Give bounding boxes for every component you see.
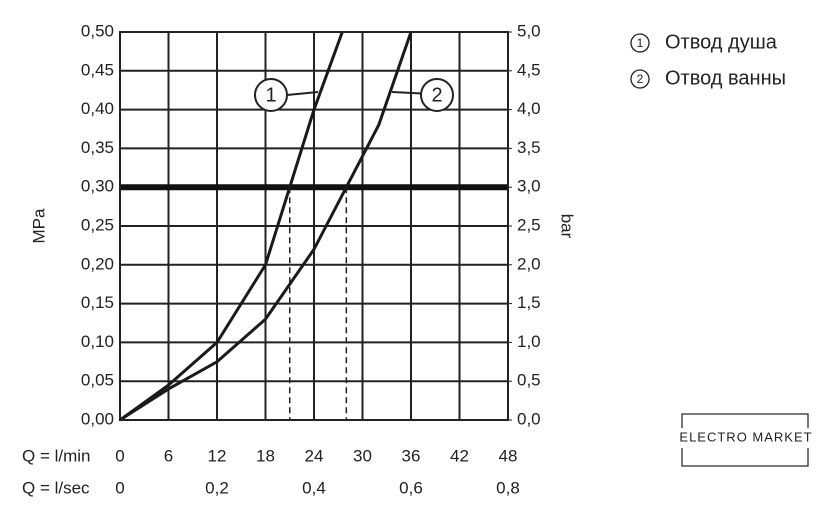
y-tick-label: 0,45 [81,60,114,79]
x2-tick-label: 0 [115,478,124,497]
callout-label: 1 [265,84,276,106]
x2-tick-label: 0,2 [205,478,229,497]
y2-tick-label: 5,0 [517,21,541,40]
x-tick-label: 24 [305,446,324,465]
y2-tick-label: 2,5 [517,215,541,234]
callout-leader [286,91,319,96]
legend-icon [630,33,650,53]
y-tick-label: 0,20 [81,254,114,273]
x-tick-label: 42 [450,446,469,465]
x-tick-label: 48 [499,446,518,465]
x-tick-label: 18 [256,446,275,465]
callout-circle [420,78,454,112]
callout-label: 2 [431,84,442,106]
series-line [119,31,413,422]
plot-frame [119,31,509,421]
legend-label: Отвод ванны [665,67,786,89]
y2-tick-label: 0,0 [517,409,541,428]
x2-tick-label: 0,8 [496,478,520,497]
x-tick-label: 36 [402,446,421,465]
y-tick-label: 0,40 [81,99,114,118]
legend-label: Отвод душа [665,31,778,53]
y2-tick-label: 3,5 [517,138,541,157]
y-tick-label: 0,10 [81,332,114,351]
watermark: ELECTRO MARKET [679,429,812,444]
y2-tick-label: 1,5 [517,293,541,312]
y2-tick-label: 4,5 [517,60,541,79]
y2-tick-label: 4,0 [517,99,541,118]
x-tick-label: 0 [115,446,124,465]
x2-tick-label: 0,4 [302,478,326,497]
x-axis-label: Q = l/min [22,446,91,465]
x-tick-label: 30 [353,446,372,465]
y2-tick-label: 3,0 [517,177,541,196]
y-tick-label: 0,35 [81,138,114,157]
x-tick-label: 12 [208,446,227,465]
y-tick-label: 0,15 [81,293,114,312]
x2-tick-label: 0,6 [399,478,423,497]
legend-icon-label: 1 [637,36,644,50]
y-axis-label: MPa [29,208,48,244]
callout-circle [254,78,288,112]
y-tick-label: 0,05 [81,371,114,390]
y-tick-label: 0,00 [81,409,114,428]
y-tick-label: 0,30 [81,177,114,196]
legend-icon-label: 2 [637,72,644,86]
y2-tick-label: 2,0 [517,254,541,273]
x-tick-label: 6 [164,446,173,465]
y-tick-label: 0,50 [81,21,114,40]
logo-gap [670,428,830,448]
y2-tick-label: 0,5 [517,371,541,390]
x2-axis-label: Q = l/sec [22,478,90,497]
y2-tick-label: 1,0 [517,332,541,351]
y2-axis-label: bar [558,214,577,239]
series-line [119,31,344,422]
y-tick-label: 0,25 [81,215,114,234]
legend-icon [630,69,650,89]
